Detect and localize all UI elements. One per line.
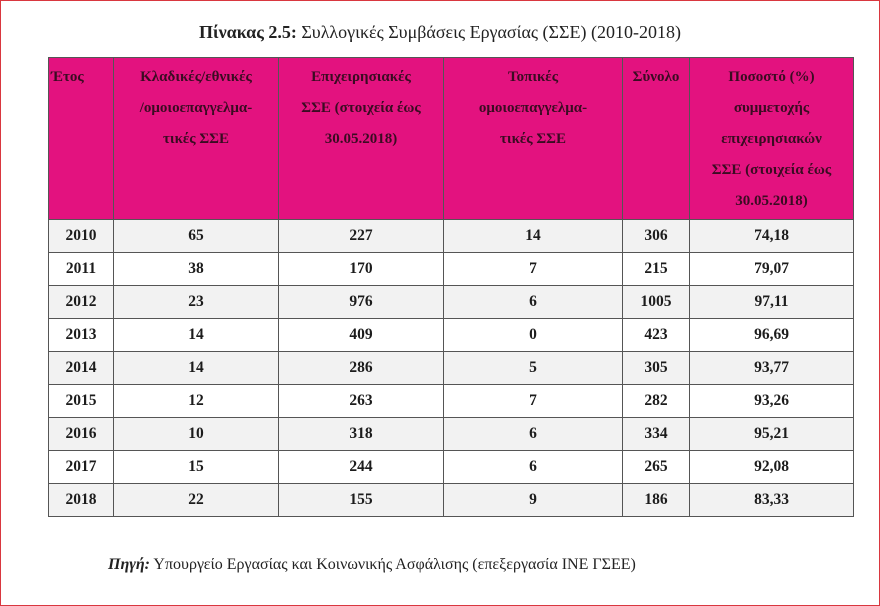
table-cell: 186 bbox=[622, 483, 690, 517]
header-line: Σύνολο bbox=[632, 69, 680, 85]
table-cell: 15 bbox=[113, 450, 279, 484]
header-line: Έτος bbox=[51, 69, 84, 85]
table-cell: 306 bbox=[622, 219, 690, 253]
table-cell: 79,07 bbox=[689, 252, 854, 286]
table-cell: 96,69 bbox=[689, 318, 854, 352]
table-cell: 1005 bbox=[622, 285, 690, 319]
table-cell: 97,11 bbox=[689, 285, 854, 319]
title-label: Πίνακας 2.5: bbox=[199, 22, 297, 42]
table-row: 2014 14 286 5 305 93,77 bbox=[48, 351, 854, 385]
header-line: ομοιοεπαγγελμα- bbox=[478, 100, 588, 116]
header-line: 30.05.2018) bbox=[735, 193, 808, 209]
table-cell: 155 bbox=[278, 483, 444, 517]
table-cell: 2015 bbox=[48, 384, 114, 418]
table-cell: 2017 bbox=[48, 450, 114, 484]
table-cell: 282 bbox=[622, 384, 690, 418]
table-row: 2011 38 170 7 215 79,07 bbox=[48, 252, 854, 286]
header-line: ΣΣΕ (στοιχεία έως bbox=[711, 162, 832, 178]
table-cell: 334 bbox=[622, 417, 690, 451]
table-cell: 83,33 bbox=[689, 483, 854, 517]
table-cell: 263 bbox=[278, 384, 444, 418]
table-cell: 2010 bbox=[48, 219, 114, 253]
header-line: επιχειρησιακών bbox=[721, 131, 822, 147]
title: Πίνακας 2.5: Συλλογικές Συμβάσεις Εργασί… bbox=[0, 22, 880, 43]
table-cell: 14 bbox=[113, 318, 279, 352]
header-line: Επιχειρησιακές bbox=[311, 69, 411, 85]
source-label: Πηγή: bbox=[108, 556, 150, 573]
table-cell: 6 bbox=[443, 450, 623, 484]
table-row: 2018 22 155 9 186 83,33 bbox=[48, 483, 854, 517]
table-cell: 976 bbox=[278, 285, 444, 319]
table-cell: 409 bbox=[278, 318, 444, 352]
table-cell: 14 bbox=[443, 219, 623, 253]
table-row: 2016 10 318 6 334 95,21 bbox=[48, 417, 854, 451]
table-row: 2015 12 263 7 282 93,26 bbox=[48, 384, 854, 418]
table-cell: 7 bbox=[443, 384, 623, 418]
table-cell: 93,26 bbox=[689, 384, 854, 418]
table-body: 2010 65 227 14 306 74,18 2011 38 170 7 215 79,07 201… bbox=[48, 219, 854, 517]
header-line: τικές ΣΣΕ bbox=[163, 131, 229, 147]
table-cell: 5 bbox=[443, 351, 623, 385]
header-line: συμμετοχής bbox=[733, 100, 810, 116]
header-cell: Ποσοστό (%) συμμετοχής επιχειρησιακών ΣΣΕ (… bbox=[689, 57, 854, 220]
header-line: /ομοιοεπαγγελμα- bbox=[139, 100, 253, 116]
header-cell: Σύνολο bbox=[622, 57, 690, 220]
header-line: ΣΣΕ (στοιχεία έως bbox=[301, 100, 421, 116]
source-text: Υπουργείο Εργασίας και Κοινωνικής Ασφάλι… bbox=[153, 556, 636, 573]
table-cell: 93,77 bbox=[689, 351, 854, 385]
table-cell: 0 bbox=[443, 318, 623, 352]
table-cell: 74,18 bbox=[689, 219, 854, 253]
table-cell: 2013 bbox=[48, 318, 114, 352]
header-row: Έτος Κλαδικές/εθνικές/ομοιοεπαγγελμα-τικέ… bbox=[48, 57, 854, 220]
table-cell: 65 bbox=[113, 219, 279, 253]
header-line: τικές ΣΣΕ bbox=[500, 131, 566, 147]
table-cell: 38 bbox=[113, 252, 279, 286]
table-cell: 318 bbox=[278, 417, 444, 451]
table-cell: 423 bbox=[622, 318, 690, 352]
table-cell: 2012 bbox=[48, 285, 114, 319]
table-cell: 215 bbox=[622, 252, 690, 286]
header-line: Κλαδικές/εθνικές bbox=[140, 69, 252, 85]
table-cell: 92,08 bbox=[689, 450, 854, 484]
table-cell: 286 bbox=[278, 351, 444, 385]
table-cell: 6 bbox=[443, 417, 623, 451]
table-cell: 9 bbox=[443, 483, 623, 517]
table-cell: 6 bbox=[443, 285, 623, 319]
source: Πηγή: Υπουργείο Εργασίας και Κοινωνικής … bbox=[108, 556, 636, 574]
title-text: Συλλογικές Συμβάσεις Εργασίας (ΣΣΕ) (201… bbox=[301, 22, 681, 42]
table-row: 2013 14 409 0 423 96,69 bbox=[48, 318, 854, 352]
header-cell: Κλαδικές/εθνικές/ομοιοεπαγγελμα-τικές ΣΣ… bbox=[113, 57, 279, 220]
table-row: 2017 15 244 6 265 92,08 bbox=[48, 450, 854, 484]
table-cell: 14 bbox=[113, 351, 279, 385]
table-cell: 2011 bbox=[48, 252, 114, 286]
table-cell: 22 bbox=[113, 483, 279, 517]
table-row: 2012 23 976 6 1005 97,11 bbox=[48, 285, 854, 319]
table-cell: 170 bbox=[278, 252, 444, 286]
table-cell: 227 bbox=[278, 219, 444, 253]
table-cell: 7 bbox=[443, 252, 623, 286]
table-cell: 2016 bbox=[48, 417, 114, 451]
table-cell: 265 bbox=[622, 450, 690, 484]
header-line: Ποσοστό (%) bbox=[728, 69, 815, 85]
table-cell: 23 bbox=[113, 285, 279, 319]
header-cell: Επιχειρησιακές ΣΣΕ (στοιχεία έως 30.05.201… bbox=[278, 57, 444, 220]
table-cell: 95,21 bbox=[689, 417, 854, 451]
table-cell: 10 bbox=[113, 417, 279, 451]
header-cell: Έτος bbox=[48, 57, 114, 220]
table-cell: 2014 bbox=[48, 351, 114, 385]
table-cell: 12 bbox=[113, 384, 279, 418]
table: Έτος Κλαδικές/εθνικές/ομοιοεπαγγελμα-τικέ… bbox=[48, 57, 854, 517]
header-line: 30.05.2018) bbox=[324, 131, 398, 147]
header-cell: Τοπικές ομοιοεπαγγελμα-τικές ΣΣΕ bbox=[443, 57, 623, 220]
table-cell: 2018 bbox=[48, 483, 114, 517]
header-line: Τοπικές bbox=[507, 69, 559, 85]
table-cell: 305 bbox=[622, 351, 690, 385]
table-row: 2010 65 227 14 306 74,18 bbox=[48, 219, 854, 253]
table-cell: 244 bbox=[278, 450, 444, 484]
